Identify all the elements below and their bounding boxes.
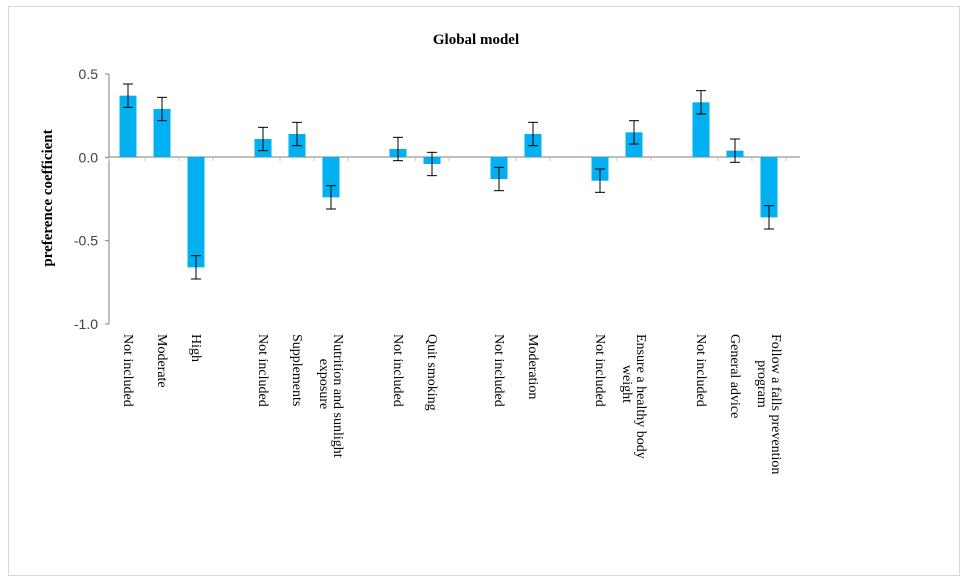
x-labels-group: Not included Moderate High Not included Supp… (120, 334, 783, 474)
y-tick-label: -1.0 (74, 316, 98, 332)
error-bars-group (123, 83, 774, 280)
category-label: Not included (592, 334, 607, 407)
bar (760, 157, 778, 218)
category-label: Moderation (525, 334, 540, 399)
bar (119, 95, 137, 157)
bar (187, 157, 205, 268)
y-tick-label: -0.5 (74, 233, 98, 249)
bar (692, 102, 710, 157)
y-axis-label: preference coefficient (40, 129, 56, 266)
y-ticks-group: 0.5 0.0 -0.5 -1.0 (74, 66, 109, 332)
category-label: Not included (693, 334, 708, 407)
category-label: Not included (255, 334, 270, 407)
category-label: Ensure a healthy bodyweight (619, 334, 648, 459)
category-label: Quit smoking (424, 334, 439, 411)
category-label: High (188, 334, 203, 362)
chart-title: Global model (433, 32, 519, 48)
bar (322, 157, 340, 198)
category-label: Not included (120, 334, 135, 407)
category-label: Follow a falls preventionprogram (754, 334, 783, 474)
category-label: Supplements (289, 334, 304, 406)
y-tick-label: 0.5 (79, 66, 99, 82)
bars-group (119, 95, 778, 268)
axes (108, 74, 800, 324)
category-label: Nutrition and sunlightexposure (316, 334, 345, 458)
category-label: Not included (390, 334, 405, 407)
bar (625, 132, 643, 157)
y-tick-label: 0.0 (79, 149, 99, 165)
category-label: General advice (727, 334, 742, 418)
chart-frame (8, 6, 960, 576)
category-label: Not included (491, 334, 506, 407)
category-label: Moderate (154, 334, 169, 388)
